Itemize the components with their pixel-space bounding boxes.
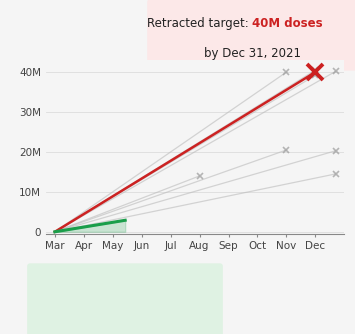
Text: by Dec 31, 2021: by Dec 31, 2021 (204, 47, 301, 60)
Text: of May 13, 2021: of May 13, 2021 (77, 311, 173, 324)
Text: Retracted target:: Retracted target: (147, 17, 252, 30)
Text: 40M doses: 40M doses (252, 17, 323, 30)
Text: 2.89M doses: 2.89M doses (42, 279, 125, 292)
Text: given as: given as (125, 279, 179, 292)
